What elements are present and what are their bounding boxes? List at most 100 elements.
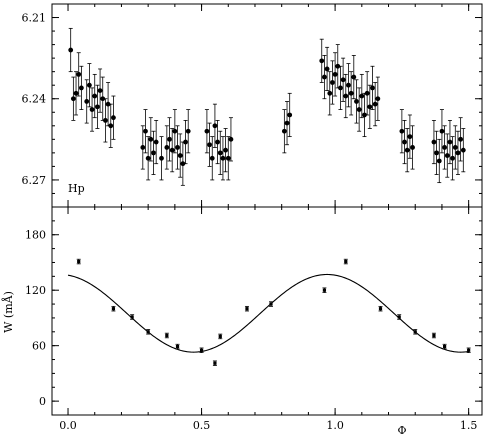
hp-data-point — [442, 145, 448, 150]
hp-data-point — [281, 128, 287, 134]
hp-data-point — [225, 155, 231, 161]
hp-data-point — [212, 123, 218, 129]
ew-ytick-label: 120 — [25, 284, 46, 297]
hp-data-point — [220, 155, 226, 161]
hp-data-point — [287, 112, 293, 118]
hp-data-point — [167, 136, 172, 142]
ew-ytick-label: 60 — [32, 340, 46, 353]
hp-data-point — [140, 145, 146, 150]
hp-data-point — [407, 134, 413, 140]
hp-data-point — [338, 85, 343, 91]
hp-data-point — [95, 104, 100, 110]
hp-data-point — [204, 128, 210, 134]
hp-data-point — [97, 88, 103, 94]
ew-data-point — [443, 344, 447, 349]
hp-panel-ticks: 6.21 6.24 6.27 — [22, 3, 482, 208]
hp-data-point — [151, 150, 156, 156]
hp-data-point — [434, 150, 439, 156]
ew-data-point — [199, 348, 204, 352]
hp-data-point — [215, 139, 220, 145]
hp-data-point — [404, 147, 410, 153]
hp-data-point — [68, 47, 74, 53]
hp-data-point — [348, 90, 354, 96]
ew-data-point — [397, 315, 401, 319]
ew-data-point — [213, 361, 217, 365]
hp-data-point — [145, 155, 151, 161]
ew-data-point — [432, 333, 436, 338]
ew-data-point — [130, 315, 134, 319]
ew-data-point — [467, 348, 471, 352]
hp-data-point — [332, 71, 338, 77]
hp-data-point — [78, 85, 84, 91]
ew-data-point — [344, 259, 348, 264]
hp-data-point — [175, 145, 180, 150]
ew-data-point — [165, 333, 169, 338]
ew-data-point — [77, 259, 81, 264]
ew-xtick-label: 1.0 — [326, 419, 344, 432]
hp-data-point — [217, 150, 223, 156]
hp-data-point — [458, 136, 464, 142]
hp-panel-annotation: Hp — [68, 182, 85, 195]
hp-data-point — [447, 139, 453, 145]
hp-data-point — [324, 66, 330, 72]
hp-data-point — [183, 139, 188, 145]
hp-ytick-label: 6.24 — [22, 93, 47, 106]
ew-data-point — [378, 307, 383, 311]
hp-data-point — [340, 77, 346, 83]
hp-data-point — [164, 145, 170, 150]
hp-data-point — [343, 93, 349, 99]
hp-data-point — [444, 153, 450, 158]
hp-ytick-label: 6.27 — [22, 174, 47, 187]
hp-data-point — [76, 71, 82, 77]
hp-data-point — [399, 128, 405, 134]
hp-data-point — [450, 155, 456, 161]
hp-data-point — [346, 82, 351, 88]
hp-data-point — [153, 139, 159, 145]
hp-data-point — [439, 128, 445, 134]
hp-data-point — [319, 58, 325, 64]
hp-data-point — [172, 128, 178, 134]
hp-data-point — [185, 128, 191, 134]
hp-data-point — [460, 147, 466, 153]
hp-data-point — [431, 139, 437, 145]
ew-data-point — [413, 330, 417, 334]
equivalent-width-panel: 0 60 120 180 0.0 0.5 1.0 1.5 Φ W (mÅ) — [1, 206, 483, 435]
ew-ytick-label: 180 — [25, 229, 46, 242]
hp-data-point — [402, 139, 407, 145]
hp-data-point — [410, 145, 415, 150]
hp-data-point — [327, 90, 333, 96]
hp-data-point — [177, 153, 183, 158]
y-axis-label: W (mÅ) — [1, 291, 15, 333]
hp-data-point — [143, 128, 148, 134]
sinusoidal-fit-curve — [67, 273, 469, 353]
hp-data-point — [436, 158, 442, 164]
hp-panel-frame — [51, 3, 483, 208]
hp-data-point — [351, 74, 357, 80]
hp-data-point — [207, 142, 212, 148]
hp-data-point — [89, 107, 95, 112]
hp-data-point — [372, 101, 378, 107]
hp-ytick-label: 6.21 — [22, 12, 47, 25]
ew-xtick-label: 0.0 — [59, 419, 77, 432]
ew-data-point — [146, 330, 150, 334]
hp-data-point — [228, 136, 234, 142]
hp-data-point — [86, 82, 92, 88]
hp-data-point — [322, 74, 327, 80]
hp-data-point — [370, 85, 375, 91]
hp-data-point — [354, 99, 359, 104]
ew-data-point — [175, 344, 180, 349]
ew-data-point — [218, 334, 222, 339]
hp-data-point — [108, 123, 114, 129]
hp-data-point — [70, 96, 76, 102]
ew-data-points — [76, 258, 471, 366]
ew-ytick-label: 0 — [39, 395, 46, 408]
ew-panel-ticks: 0 60 120 180 0.0 0.5 1.0 1.5 — [25, 206, 482, 432]
hp-data-point — [84, 99, 90, 104]
ew-data-point — [245, 307, 249, 311]
hp-data-point — [100, 96, 106, 102]
ew-panel-frame — [51, 206, 483, 416]
hp-data-point — [362, 112, 367, 118]
hp-data-point — [169, 147, 175, 153]
hp-data-point — [367, 104, 373, 110]
